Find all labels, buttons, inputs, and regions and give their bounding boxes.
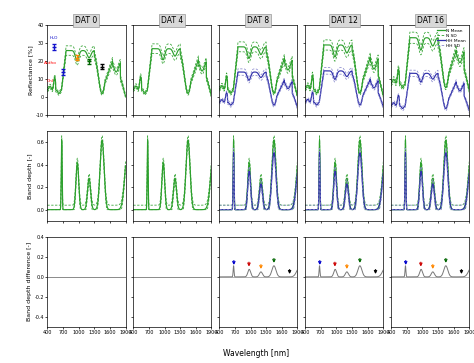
Title: DAT 4: DAT 4 [161,16,183,25]
Text: H₂O: H₂O [50,36,58,40]
Text: Antho: Antho [44,61,57,65]
Title: DAT 12: DAT 12 [331,16,358,25]
Y-axis label: Band depth [-]: Band depth [-] [28,153,33,199]
Text: Wavelength [nm]: Wavelength [nm] [223,349,289,358]
Title: DAT 8: DAT 8 [247,16,269,25]
Text: Chl: Chl [46,79,54,83]
Title: DAT 16: DAT 16 [417,16,444,25]
Legend: N Mean, N SD, HH Mean, HH SD: N Mean, N SD, HH Mean, HH SD [436,28,467,49]
Y-axis label: Reflectance [%]: Reflectance [%] [28,45,33,95]
Title: DAT 0: DAT 0 [75,16,98,25]
Y-axis label: Band depth difference [-]: Band depth difference [-] [27,242,32,322]
